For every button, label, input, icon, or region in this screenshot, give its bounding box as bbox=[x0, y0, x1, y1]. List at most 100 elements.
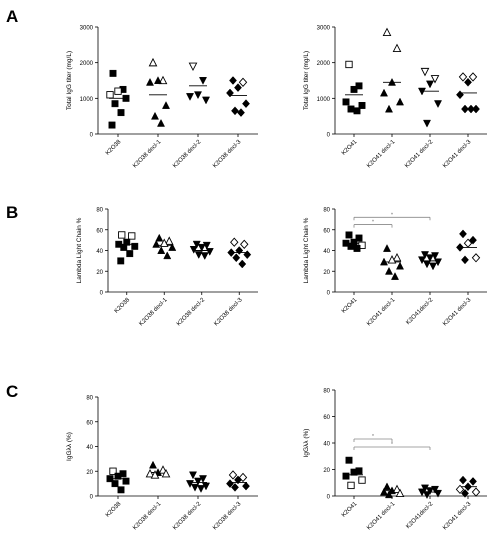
group-1 bbox=[145, 57, 171, 127]
x-tick-label: K2O41 bbox=[341, 297, 359, 315]
data-point bbox=[417, 256, 427, 265]
data-point bbox=[194, 251, 203, 259]
data-point bbox=[148, 57, 158, 67]
data-point bbox=[345, 231, 353, 239]
data-point bbox=[193, 91, 203, 100]
data-point bbox=[468, 72, 478, 82]
data-point bbox=[353, 244, 361, 252]
y-tick-label: 2000 bbox=[317, 61, 331, 67]
data-point bbox=[189, 246, 198, 254]
data-point bbox=[455, 484, 465, 495]
chart-c-right: 0 20 40 60 80 IgGλλ (%) K2O41 K2O41 decl-1 K2O41… bbox=[303, 389, 487, 532]
data-point bbox=[201, 96, 211, 105]
data-point bbox=[117, 109, 125, 117]
data-point bbox=[382, 482, 392, 491]
data-point bbox=[109, 69, 117, 77]
chart-b-right: 0 20 40 60 80 Lambda Light Chain % K2O41 K2O41 … bbox=[303, 208, 487, 327]
x-tick-label: K2O41 decl-1 bbox=[366, 501, 397, 532]
panel-letter-a: A bbox=[6, 7, 18, 26]
data-point bbox=[106, 475, 114, 483]
group-2 bbox=[417, 251, 443, 271]
data-point bbox=[229, 76, 237, 85]
data-point bbox=[433, 100, 443, 109]
data-point bbox=[342, 98, 350, 106]
y-tick-label: 2000 bbox=[80, 61, 94, 67]
group-3 bbox=[456, 72, 480, 114]
data-point bbox=[461, 104, 469, 114]
data-point bbox=[164, 236, 174, 245]
data-point bbox=[390, 272, 400, 280]
x-tick-label: K2O38 decl-3 bbox=[212, 139, 243, 170]
group-3 bbox=[456, 229, 481, 265]
data-point bbox=[108, 121, 116, 129]
data-point bbox=[242, 481, 250, 491]
data-point bbox=[226, 88, 234, 98]
data-point bbox=[461, 255, 469, 265]
x-tick-label: K2O38 decl-1 bbox=[138, 297, 169, 328]
data-point bbox=[430, 75, 440, 84]
data-point bbox=[196, 485, 206, 493]
y-tick-label: 1000 bbox=[317, 97, 331, 103]
group-0 bbox=[342, 231, 366, 252]
data-point bbox=[395, 97, 405, 106]
x-tick-label: K2O38 bbox=[105, 139, 123, 157]
group-0 bbox=[342, 60, 366, 115]
data-point bbox=[188, 62, 198, 72]
data-point bbox=[355, 234, 363, 242]
y-tick-label: 80 bbox=[323, 208, 330, 214]
data-point bbox=[202, 241, 211, 250]
data-point bbox=[158, 75, 168, 85]
data-point bbox=[205, 248, 214, 256]
data-point bbox=[150, 111, 160, 120]
data-point bbox=[238, 77, 248, 87]
data-point bbox=[190, 483, 200, 492]
x-tick-label: K2O41decl-2 bbox=[405, 501, 434, 530]
group-0 bbox=[106, 69, 130, 129]
data-point bbox=[200, 252, 209, 261]
group-3 bbox=[226, 76, 250, 117]
data-point bbox=[185, 93, 195, 101]
y-axis-label: IgGλλ (%) bbox=[66, 432, 73, 461]
data-point bbox=[464, 482, 472, 492]
data-point bbox=[384, 104, 394, 113]
group-3 bbox=[226, 470, 250, 492]
data-point bbox=[197, 243, 206, 252]
y-tick-label: 40 bbox=[323, 442, 330, 448]
x-tick-label: K2O38 decl-3 bbox=[212, 501, 243, 532]
data-point bbox=[350, 468, 358, 476]
y-tick-label: 0 bbox=[327, 291, 331, 297]
x-tick-label: K2O38 decl-2 bbox=[176, 297, 207, 328]
x-tick-label: K2O38 bbox=[114, 297, 132, 315]
data-point bbox=[358, 476, 366, 484]
x-tick-label: K2O41 decl-3 bbox=[442, 501, 473, 532]
data-point bbox=[227, 248, 236, 257]
data-point bbox=[387, 77, 397, 86]
group-2 bbox=[189, 240, 214, 261]
x-tick-label: K2O41 decl-3 bbox=[442, 139, 473, 170]
data-point bbox=[232, 253, 241, 263]
data-point bbox=[430, 252, 440, 261]
data-point bbox=[111, 480, 119, 488]
data-point bbox=[118, 231, 126, 239]
y-tick-label: 60 bbox=[323, 415, 330, 421]
data-point bbox=[358, 102, 366, 109]
y-axis-label: Total IgG titer (mg/L) bbox=[303, 51, 310, 110]
y-tick-label: 80 bbox=[86, 396, 93, 402]
data-point bbox=[459, 229, 467, 239]
data-point bbox=[114, 87, 122, 95]
y-axis-label: Lambda Light Chain % bbox=[303, 217, 310, 283]
data-point bbox=[238, 259, 247, 269]
y-tick-label: 60 bbox=[96, 228, 103, 234]
y-tick-label: 20 bbox=[96, 270, 103, 276]
data-point bbox=[464, 77, 472, 87]
data-point bbox=[471, 253, 481, 263]
data-point bbox=[145, 468, 155, 478]
data-point bbox=[122, 477, 130, 485]
chart-a-right: 0 1000 2000 3000 Total IgG titer (mg/L) K2O41… bbox=[303, 26, 487, 170]
data-point bbox=[198, 77, 208, 85]
data-point bbox=[347, 481, 355, 490]
data-point bbox=[106, 91, 114, 99]
significance-bracket: * bbox=[353, 220, 393, 228]
data-point bbox=[428, 262, 438, 271]
